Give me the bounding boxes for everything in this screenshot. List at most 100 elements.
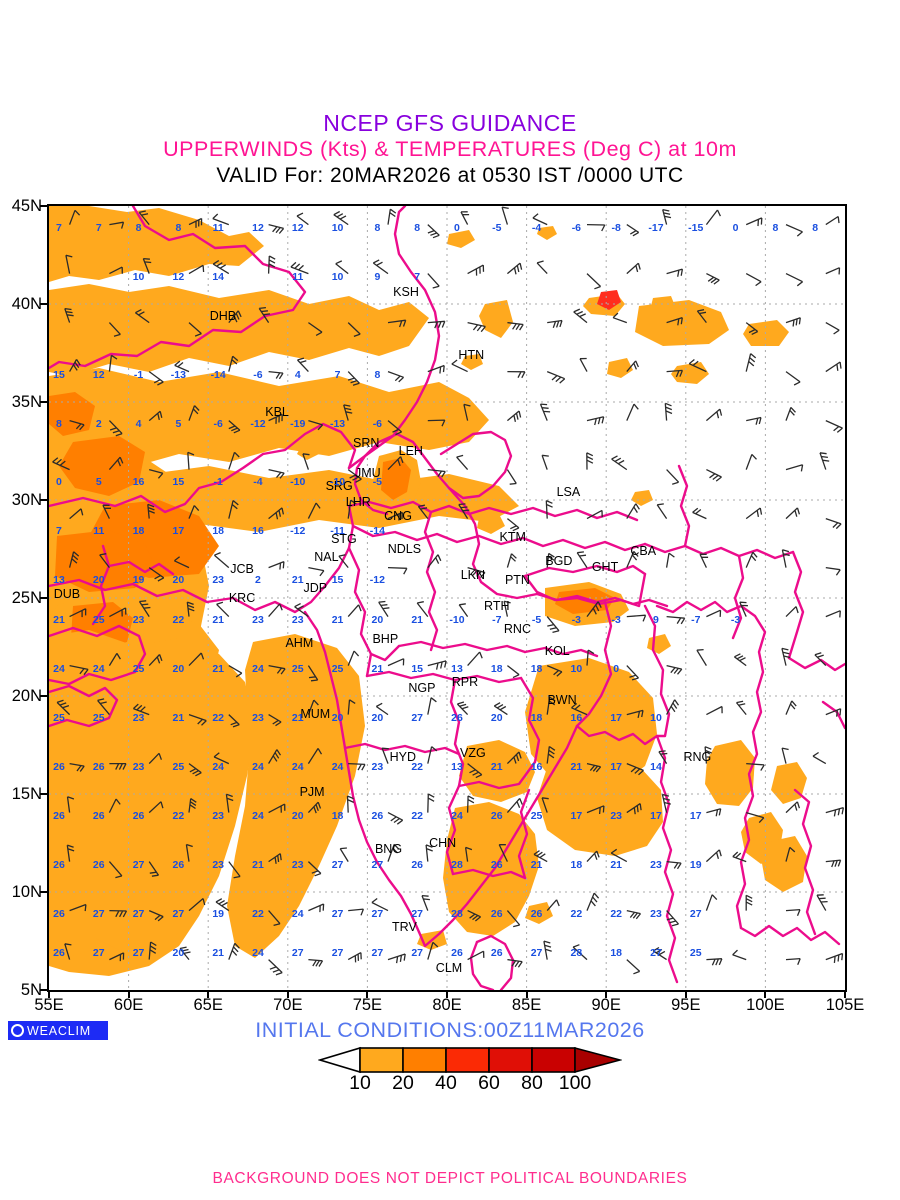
wind-barb [68,209,81,225]
temperature-value: -10 [290,476,306,489]
wind-barb [346,795,354,813]
wind-barb [746,762,765,771]
wind-barb [451,359,468,373]
wind-barb [307,699,319,715]
wind-barb [294,603,309,618]
temperature-value: 23 [212,809,224,822]
temperature-value: 9 [374,270,381,283]
temperature-value: 24 [291,760,304,773]
temperature-value: 23 [291,858,304,871]
temperature-value: 18 [530,711,543,724]
wind-barb [745,353,757,372]
weaclim-logo[interactable]: WEACLIM [8,1021,108,1040]
temperature-value: -3 [571,613,582,626]
wind-barb [781,549,790,568]
temperature-value: 28 [570,946,583,959]
wind-barb [268,664,286,675]
colorbar-tick-label: 10 [349,1072,371,1094]
wind-barb [785,406,796,421]
temperature-value: 24 [252,760,264,773]
wind-barb [188,652,205,667]
temperature-value: -12 [290,525,306,538]
temperature-value: 26 [53,809,65,822]
temperature-value: 24 [212,760,224,773]
wind-barb [307,861,322,877]
wind-barb [626,614,647,622]
wind-barb [135,309,150,324]
wind-barb [665,552,675,568]
wind-barb [745,551,758,568]
wind-barb [467,910,482,922]
wind-barb [666,615,686,625]
wind-barb [541,797,549,813]
temperature-value: 20 [92,574,105,587]
wind-barb [666,860,682,870]
lon-tick-label: 100E [746,996,785,1014]
wind-barb [467,264,485,276]
wind-barb [188,217,203,228]
wind-barb [64,943,72,960]
city-label: CHN [429,836,457,851]
temperature-value: -5 [492,221,502,234]
wind-barb [467,651,483,667]
wind-barb [825,215,840,226]
lon-tick-label: 70E [273,996,303,1014]
wind-barb [258,306,271,323]
temperature-value: 4 [135,417,142,430]
weather-map[interactable]: KSH HTN DHB KBL SRN LEH JMU SRG LHR CNG STG NDLS JCB… [47,204,847,992]
wind-barb [745,894,753,911]
map-gridlines [49,206,845,990]
wind-barb [506,518,520,532]
wind-barb [109,762,127,770]
wind-barb [456,454,469,471]
wind-barb [188,798,197,813]
wind-barb [308,566,325,577]
wind-barb [228,420,241,434]
lon-tick-label: 65E [193,996,223,1014]
temperature-value: 26 [92,858,105,871]
wind-barb [732,949,747,961]
temperature-value: 21 [212,946,224,959]
wind-barb [745,507,763,520]
city-label: PTN [504,573,530,588]
wind-barb [546,745,556,764]
wind-barb [216,601,230,618]
colorbar-swatches [318,1046,622,1074]
wind-barb [586,850,600,863]
wind-barb [387,420,403,436]
wind-barb [816,894,828,911]
temperature-value: 10 [650,711,662,724]
wind-barb [108,322,121,337]
temperature-value: 21 [291,711,304,724]
temperature-value: 24 [92,662,105,675]
wind-barb [506,262,523,275]
temperature-value: 21 [411,613,423,626]
wind-barb [664,402,673,421]
wind-barb [825,806,845,817]
temperature-value: 7 [334,368,341,381]
wind-barb [97,698,110,716]
wind-barb [387,658,405,667]
lon-tick-label: 55E [34,996,64,1014]
wind-barb [626,403,639,421]
lon-tick-mark [605,991,608,998]
wind-barb [825,566,841,576]
wind-barb [706,705,723,716]
wind-barb [732,851,747,863]
wind-barb [290,261,309,275]
wind-barb [626,803,642,815]
wind-barb [427,793,435,813]
temperature-value: 10 [331,221,344,234]
wind-barb [626,360,639,373]
temperature-value: -17 [648,221,664,234]
temperature-value: 24 [331,760,344,773]
wind-barb [506,553,517,568]
temperature-value: 24 [53,662,65,675]
temperature-value: 21 [490,760,503,773]
temperature-value: 12 [92,368,105,381]
temperature-value: 4 [294,368,301,381]
lat-tick-label: 40N [11,295,42,313]
wind-barb [825,361,842,373]
lat-tick-mark [40,499,48,501]
wind-barb [228,714,240,728]
